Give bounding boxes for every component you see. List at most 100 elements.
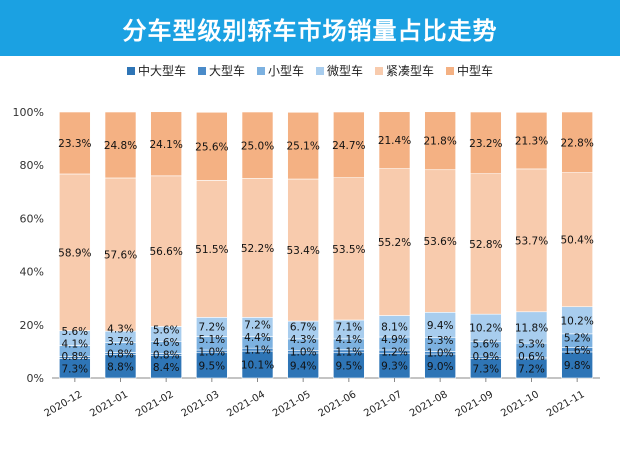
legend: 中大型车 大型车 小型车 微型车 紧凑型车 中型车 — [0, 62, 620, 79]
bar-segment — [59, 111, 91, 175]
x-tick-label: 2021-01 — [88, 389, 130, 419]
data-label: 5.3% — [518, 338, 545, 350]
data-label: 0.9% — [472, 351, 499, 363]
data-label: 4.1% — [61, 338, 88, 350]
bar-segment — [196, 111, 228, 181]
data-label: 24.8% — [104, 140, 137, 152]
data-label: 10.1% — [241, 360, 274, 372]
data-label: 7.2% — [198, 321, 225, 333]
x-tick-label: 2021-06 — [317, 389, 359, 419]
data-label: 1.1% — [244, 345, 271, 357]
legend-label: 大型车 — [208, 64, 245, 78]
bar-segment — [561, 111, 593, 173]
data-label: 53.6% — [423, 236, 456, 248]
data-label: 5.6% — [472, 338, 499, 350]
data-label: 22.8% — [560, 137, 593, 149]
data-label: 1.0% — [427, 348, 454, 360]
bar-segment — [561, 172, 593, 308]
data-label: 1.6% — [564, 345, 591, 357]
bar-segment — [378, 111, 411, 169]
bar-segment — [104, 111, 137, 179]
data-label: 0.6% — [518, 351, 545, 363]
data-label: 53.4% — [286, 245, 319, 257]
legend-swatch — [446, 66, 455, 75]
data-label: 5.1% — [198, 334, 225, 346]
y-tick-label: 20% — [20, 319, 44, 332]
data-label: 25.0% — [241, 140, 274, 152]
chart-title: 分车型级别轿车市场销量占比走势 — [122, 16, 498, 45]
bar-segment — [287, 111, 319, 180]
data-label: 25.1% — [286, 141, 319, 153]
data-label: 51.5% — [195, 244, 228, 256]
data-label: 9.0% — [427, 361, 454, 373]
y-tick-label: 100% — [13, 106, 44, 119]
bar-segment — [515, 111, 548, 170]
legend-swatch — [197, 66, 206, 75]
data-label: 5.2% — [564, 332, 591, 344]
data-label: 9.4% — [427, 320, 454, 332]
data-label: 24.1% — [149, 139, 182, 151]
y-tick-label: 80% — [20, 159, 44, 172]
data-label: 4.3% — [107, 324, 134, 336]
y-tick-label: 60% — [20, 212, 44, 225]
x-tick-label: 2021-09 — [454, 389, 496, 419]
data-label: 53.5% — [332, 244, 365, 256]
x-tick-label: 2021-10 — [499, 389, 541, 419]
legend-label: 紧凑型车 — [386, 64, 435, 78]
data-label: 7.2% — [518, 363, 545, 375]
bar-segment — [424, 169, 456, 313]
legend-swatch — [316, 66, 324, 75]
data-label: 58.9% — [58, 247, 91, 259]
bar-segment — [424, 311, 456, 338]
data-label: 7.3% — [472, 363, 499, 375]
data-label: 9.5% — [198, 360, 225, 372]
x-tick-label: 2021-04 — [225, 389, 267, 419]
x-tick-label: 2021-05 — [271, 389, 313, 419]
data-label: 4.3% — [290, 334, 317, 346]
bar-segment — [424, 111, 456, 171]
data-label: 7.3% — [61, 363, 88, 375]
bar-segment — [470, 111, 502, 175]
bar-segment — [241, 111, 274, 179]
data-label: 10.2% — [560, 315, 593, 327]
x-tick-label: 2021-11 — [545, 389, 587, 419]
title-bar: 分车型级别轿车市场销量占比走势 — [0, 0, 620, 56]
x-tick-label: 2020-12 — [43, 389, 85, 419]
bar-segment — [378, 352, 411, 379]
data-label: 1.1% — [335, 346, 362, 358]
legend-label: 中大型车 — [137, 64, 186, 78]
legend-item: 紧凑型车 — [375, 62, 434, 79]
legend-swatch — [375, 66, 384, 75]
bar-segment — [561, 306, 593, 335]
legend-item: 大型车 — [197, 62, 245, 79]
data-label: 8.4% — [153, 362, 180, 374]
bar-segment — [378, 168, 411, 316]
legend-item: 中型车 — [446, 62, 493, 79]
legend-swatch — [126, 66, 135, 75]
data-label: 4.1% — [335, 334, 362, 346]
legend-swatch — [256, 66, 265, 75]
data-label: 5.3% — [427, 335, 454, 347]
data-label: 25.6% — [195, 141, 228, 153]
bar-segment — [470, 173, 502, 315]
x-tick-label: 2021-07 — [362, 389, 404, 419]
bar-segment — [287, 352, 319, 379]
data-label: 3.7% — [107, 336, 134, 348]
data-label: 5.6% — [61, 326, 88, 338]
data-label: 57.6% — [104, 250, 137, 262]
legend-item: 中大型车 — [126, 62, 186, 79]
bar-segment — [515, 311, 548, 344]
bar-segment — [561, 351, 593, 379]
data-label: 53.7% — [515, 235, 548, 247]
bar-segment — [515, 168, 548, 313]
data-label: 21.8% — [423, 136, 456, 148]
data-label: 4.9% — [381, 334, 408, 346]
data-label: 8.8% — [107, 361, 134, 373]
data-label: 52.8% — [469, 239, 502, 251]
data-label: 55.2% — [378, 237, 411, 249]
data-label: 1.0% — [290, 347, 317, 359]
legend-label: 小型车 — [267, 64, 304, 78]
x-tick-label: 2021-08 — [408, 389, 450, 419]
data-label: 21.3% — [515, 136, 548, 148]
